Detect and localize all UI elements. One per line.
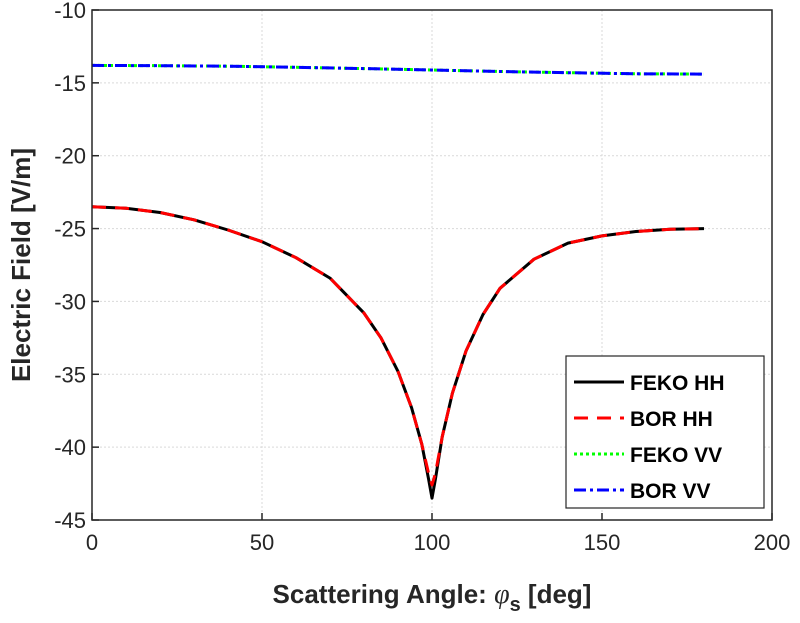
legend-label: BOR HH — [630, 408, 713, 431]
x-axis-label: Scattering Angle: φs [deg] — [273, 579, 592, 616]
y-tick-label: -30 — [54, 289, 86, 314]
y-tick-label: -20 — [54, 144, 86, 169]
series-line-bor-vv — [91, 63, 705, 76]
series-line-bor-hh — [91, 205, 705, 487]
y-tick-label: -25 — [54, 217, 86, 242]
y-tick-label: -40 — [54, 435, 86, 460]
x-tick-label: 150 — [584, 530, 621, 555]
legend: FEKO HH BOR HH FEKO VV BOR VV — [565, 355, 765, 509]
y-tick-label: -45 — [54, 508, 86, 533]
legend-label: FEKO HH — [630, 372, 725, 395]
x-tick-label: 50 — [250, 530, 274, 555]
y-tick-label: -10 — [54, 0, 86, 23]
series-lines — [91, 63, 705, 500]
axis-ticks: 0 50 100 150 200 -10 -15 -20 -25 -30 -35 -40 -45 — [54, 0, 790, 555]
legend-label: FEKO VV — [630, 444, 722, 467]
y-tick-label: -15 — [54, 71, 86, 96]
y-tick-label: -35 — [54, 362, 86, 387]
x-tick-label: 100 — [414, 530, 451, 555]
x-tick-label: 0 — [86, 530, 98, 555]
x-tick-label: 200 — [754, 530, 791, 555]
y-axis-label: Electric Field [V/m] — [6, 148, 36, 382]
legend-label: BOR VV — [630, 480, 711, 503]
